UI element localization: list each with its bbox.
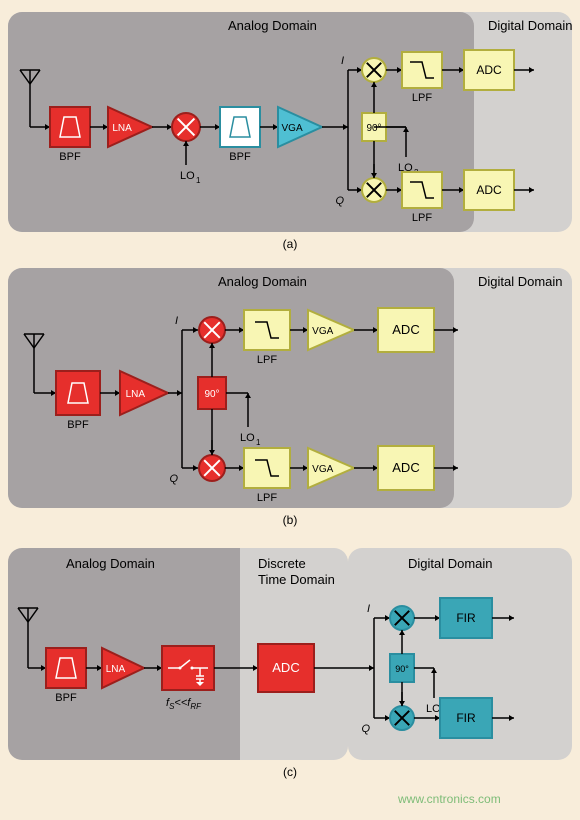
svg-text:LNA: LNA (112, 123, 132, 134)
svg-text:1: 1 (256, 438, 261, 447)
svg-text:LPF: LPF (257, 354, 277, 366)
svg-text:90°: 90° (395, 664, 409, 674)
svg-text:90°: 90° (204, 389, 219, 400)
svg-text:Q: Q (361, 723, 370, 735)
svg-text:ADC: ADC (476, 63, 502, 77)
svg-text:LNA: LNA (106, 664, 126, 675)
svg-text:VGA: VGA (312, 464, 333, 475)
svg-text:VGA: VGA (312, 326, 333, 337)
svg-text:(a): (a) (283, 237, 298, 251)
svg-text:Analog Domain: Analog Domain (218, 274, 307, 289)
svg-text:LPF: LPF (412, 92, 432, 104)
svg-text:LO: LO (180, 170, 195, 182)
svg-text:LO: LO (426, 703, 441, 715)
svg-text:Discrete: Discrete (258, 556, 306, 571)
svg-text:I: I (367, 603, 370, 615)
svg-text:Digital Domain: Digital Domain (408, 556, 493, 571)
svg-text:ADC: ADC (392, 322, 419, 337)
svg-text:BPF: BPF (59, 151, 81, 163)
svg-text:LO: LO (240, 432, 255, 444)
svg-text:ADC: ADC (272, 660, 299, 675)
svg-text:LPF: LPF (257, 492, 277, 504)
svg-text:Digital Domain: Digital Domain (488, 18, 573, 33)
svg-text:BPF: BPF (229, 151, 251, 163)
svg-text:1: 1 (196, 176, 201, 185)
svg-text:FIR: FIR (456, 611, 476, 625)
svg-text:LNA: LNA (126, 389, 146, 400)
svg-text:BPF: BPF (67, 419, 89, 431)
svg-text:I: I (341, 55, 344, 67)
svg-text:ADC: ADC (476, 183, 502, 197)
svg-text:Time Domain: Time Domain (258, 572, 335, 587)
watermark-text: www.cntronics.com (398, 792, 501, 806)
svg-text:I: I (175, 315, 178, 327)
svg-text:Analog Domain: Analog Domain (66, 556, 155, 571)
svg-text:BPF: BPF (55, 692, 77, 704)
svg-text:LPF: LPF (412, 212, 432, 224)
svg-text:Q: Q (169, 473, 178, 485)
svg-text:(b): (b) (283, 513, 298, 527)
svg-text:Q: Q (335, 195, 344, 207)
svg-text:Analog Domain: Analog Domain (228, 18, 317, 33)
svg-text:Digital Domain: Digital Domain (478, 274, 563, 289)
svg-text:(c): (c) (283, 765, 297, 779)
svg-text:FIR: FIR (456, 711, 476, 725)
svg-text:VGA: VGA (282, 123, 303, 134)
svg-text:90°: 90° (366, 123, 381, 134)
svg-text:ADC: ADC (392, 460, 419, 475)
